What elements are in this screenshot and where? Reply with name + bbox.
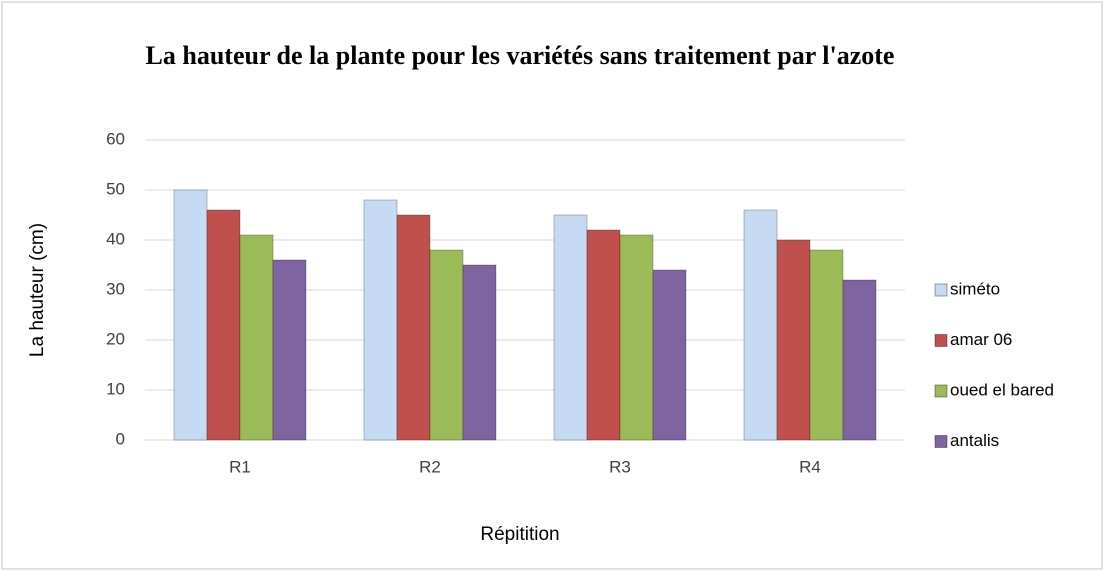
y-tick-label: 0 bbox=[116, 429, 125, 448]
bar bbox=[652, 269, 687, 441]
bar bbox=[619, 234, 654, 441]
legend-label: antalis bbox=[950, 431, 999, 450]
bar bbox=[776, 239, 811, 441]
y-tick-label: 10 bbox=[106, 379, 125, 398]
bar bbox=[363, 199, 398, 441]
x-tick-label: R2 bbox=[419, 457, 441, 476]
x-tick-label: R1 bbox=[229, 457, 251, 476]
y-tick-label: 30 bbox=[106, 279, 125, 298]
legend-label: siméto bbox=[950, 279, 1000, 298]
y-tick-label: 50 bbox=[106, 179, 125, 198]
bar bbox=[586, 229, 621, 441]
x-tick-label: R3 bbox=[609, 457, 631, 476]
legend-label: oued el bared bbox=[950, 380, 1054, 399]
y-tick-label: 20 bbox=[106, 329, 125, 348]
bar bbox=[173, 189, 208, 441]
x-tick-label: R4 bbox=[799, 457, 821, 476]
bar bbox=[553, 214, 588, 441]
bar bbox=[206, 209, 241, 441]
legend-swatch bbox=[934, 283, 948, 297]
legend-swatch bbox=[934, 334, 948, 347]
x-axis-label: Répitition bbox=[480, 524, 559, 545]
bar bbox=[396, 214, 431, 441]
y-tick-label: 60 bbox=[106, 129, 125, 148]
y-axis-label: La hauteur (cm) bbox=[27, 223, 48, 357]
y-tick-label: 40 bbox=[106, 229, 125, 248]
bar bbox=[809, 249, 844, 441]
bar bbox=[239, 234, 274, 441]
legend-swatch bbox=[934, 384, 948, 398]
bar bbox=[842, 279, 877, 441]
bar bbox=[272, 259, 307, 441]
legend-label: amar 06 bbox=[950, 330, 1012, 349]
bar bbox=[462, 264, 497, 441]
bar bbox=[429, 249, 464, 441]
legend-swatch bbox=[934, 435, 948, 448]
chart-title: La hauteur de la plante pour les variété… bbox=[145, 41, 895, 70]
bar bbox=[743, 209, 778, 441]
